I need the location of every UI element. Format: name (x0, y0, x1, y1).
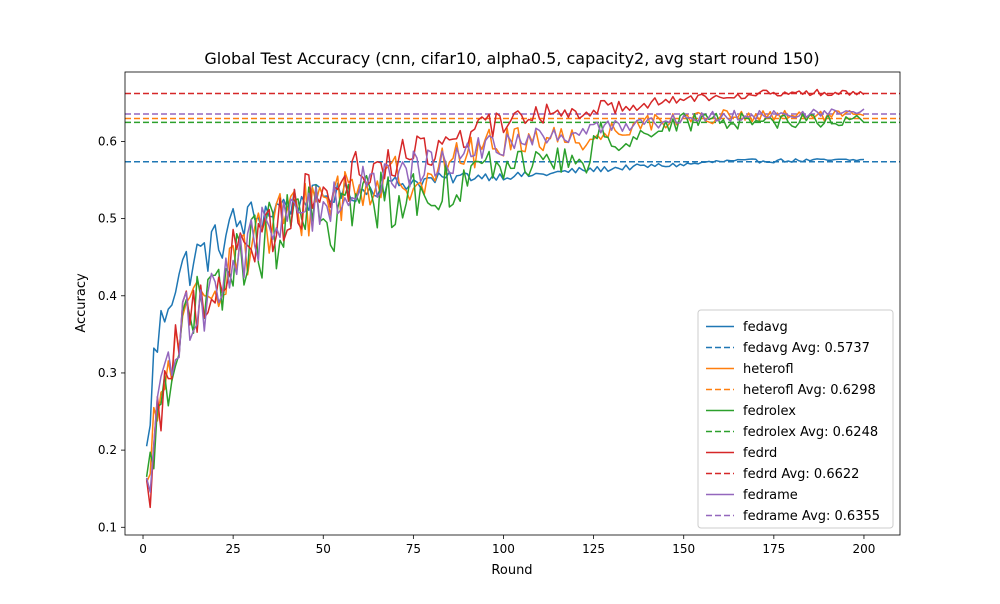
series-lines (145, 88, 865, 509)
legend-label: fedrame Avg: 0.6355 (743, 509, 880, 524)
x-tick-label: 0 (139, 542, 147, 556)
x-tick-label: 100 (492, 542, 515, 556)
legend: fedavg fedavg Avg: 0.5737 heterofl heterofl… (697, 309, 894, 529)
fedavg-line (145, 158, 865, 447)
legend-label: fedrame (743, 488, 798, 503)
fedrame-line (145, 108, 865, 493)
chart-title: Global Test Accuracy (cnn, cifar10, alph… (204, 49, 819, 68)
legend-label: heterofl (743, 362, 794, 377)
legend-label: fedavg Avg: 0.5737 (743, 341, 870, 356)
y-axis-label: Accuracy (74, 273, 89, 333)
y-tick-label: 0.2 (98, 443, 117, 457)
x-tick-label: 25 (225, 542, 240, 556)
y-tick-label: 0.5 (98, 212, 117, 226)
legend-label: fedrolex Avg: 0.6248 (743, 425, 878, 440)
y-tick-label: 0.3 (98, 366, 117, 380)
x-axis-label: Round (491, 563, 532, 578)
x-tick-label: 150 (672, 542, 695, 556)
plot-frame (124, 71, 901, 536)
x-axis-ticks: 0 25 50 75 100 125 150 175 200 (139, 535, 875, 556)
legend-label: fedavg (743, 320, 788, 335)
legend-label: fedrd (743, 446, 777, 461)
y-axis-ticks: 0.1 0.2 0.3 0.4 0.5 0.6 (98, 134, 125, 534)
fedrd-line (145, 88, 865, 509)
y-tick-label: 0.4 (98, 289, 117, 303)
x-tick-label: 75 (406, 542, 421, 556)
legend-label: fedrolex (743, 404, 796, 419)
x-tick-label: 200 (853, 542, 876, 556)
x-tick-label: 50 (316, 542, 331, 556)
legend-box (697, 309, 894, 529)
y-tick-label: 0.6 (98, 134, 117, 148)
x-tick-label: 175 (762, 542, 785, 556)
legend-label: fedrd Avg: 0.6622 (743, 467, 859, 482)
legend-label: heterofl Avg: 0.6298 (743, 383, 876, 398)
y-tick-label: 0.1 (98, 520, 117, 534)
x-tick-label: 125 (582, 542, 605, 556)
